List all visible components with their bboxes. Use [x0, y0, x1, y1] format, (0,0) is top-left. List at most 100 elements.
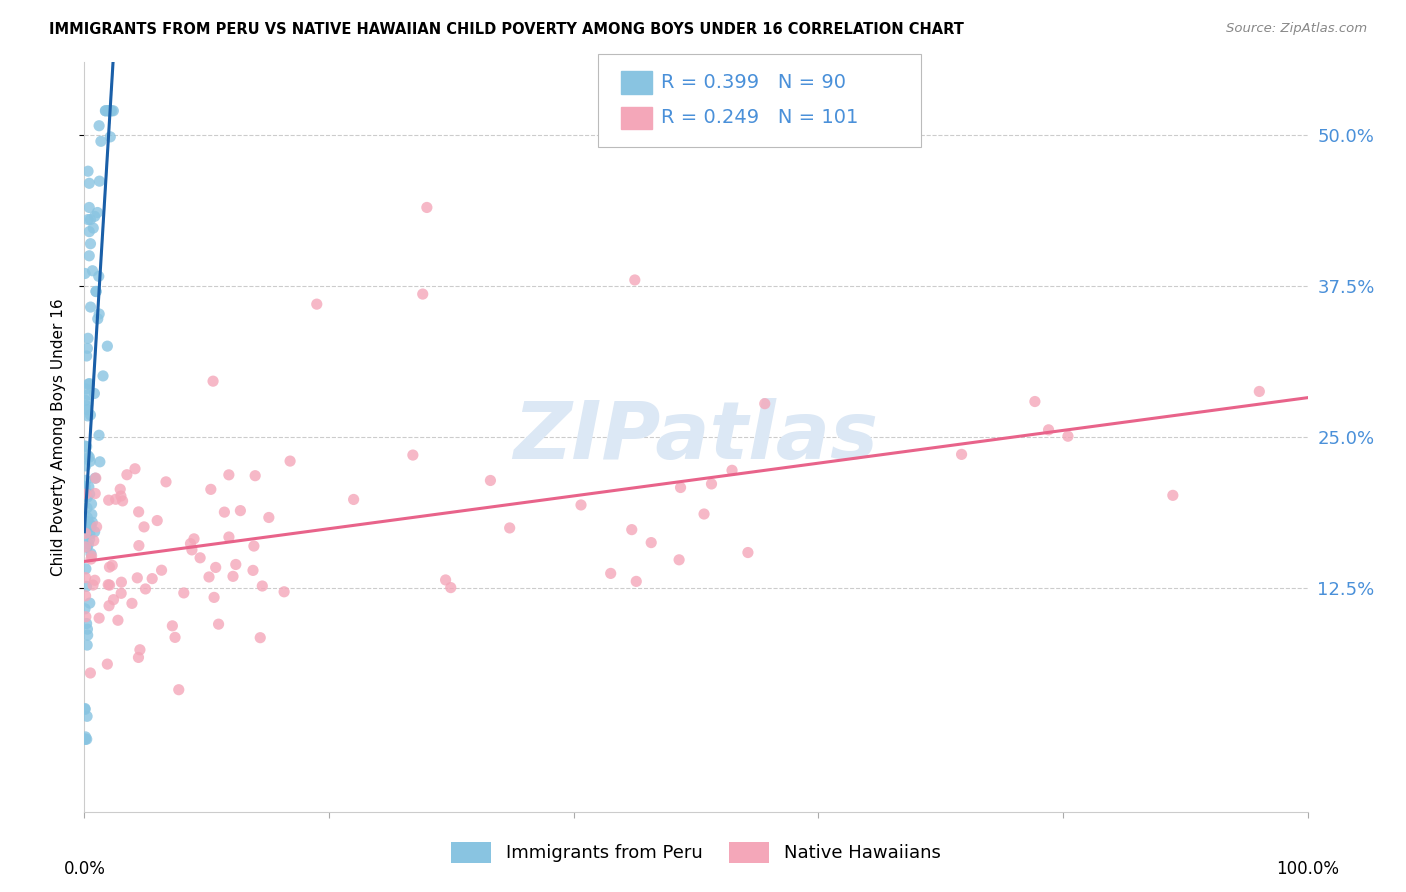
Point [73, 701, 96, 715]
Point [89, 611, 111, 625]
Point [754, 397, 776, 411]
Point [91, 368, 114, 383]
Point [76, 349, 98, 363]
Text: 100.0%: 100.0% [1277, 860, 1339, 878]
Point [83, 574, 105, 588]
Point [73, 702, 96, 716]
Point [434, 573, 457, 587]
Point [75, 562, 97, 576]
Point [103, 103, 125, 118]
Point [94, 103, 117, 118]
Point [83, 533, 105, 548]
Point [693, 507, 716, 521]
Point [77, 212, 100, 227]
Point [162, 619, 184, 633]
Point [77, 249, 100, 263]
Y-axis label: Child Poverty Among Boys Under 16: Child Poverty Among Boys Under 16 [51, 298, 66, 576]
Point [243, 468, 266, 483]
Point [207, 617, 229, 632]
Point [80, 552, 103, 566]
Point [75, 473, 97, 487]
Point [110, 482, 132, 496]
Point [1057, 429, 1080, 443]
Point [80, 497, 103, 511]
Point [202, 591, 225, 605]
Point [100, 103, 122, 118]
Point [204, 560, 226, 574]
Point [87, 119, 110, 133]
Point [1249, 384, 1271, 399]
Point [84, 486, 107, 500]
Text: ZIPatlas: ZIPatlas [513, 398, 879, 476]
Point [479, 474, 502, 488]
Point [80, 519, 103, 533]
Point [569, 498, 592, 512]
Point [80, 549, 103, 563]
Point [79, 212, 101, 227]
Point [700, 477, 723, 491]
Point [75, 487, 97, 501]
Point [96, 339, 118, 353]
Point [90, 134, 112, 148]
Point [75, 540, 97, 554]
Point [77, 164, 100, 178]
Point [225, 558, 247, 572]
Point [202, 374, 225, 388]
Point [97, 103, 120, 118]
Point [79, 533, 101, 547]
Point [75, 458, 97, 473]
Point [180, 542, 202, 557]
Point [110, 586, 132, 600]
Point [79, 517, 101, 532]
Point [86, 205, 108, 219]
Point [84, 285, 107, 299]
Point [84, 471, 107, 485]
Point [75, 526, 97, 541]
Point [87, 269, 110, 284]
Point [94, 103, 117, 118]
Point [77, 176, 100, 190]
Point [75, 730, 97, 744]
Point [97, 577, 120, 591]
Point [200, 483, 222, 497]
Point [83, 386, 105, 401]
Text: Source: ZipAtlas.com: Source: ZipAtlas.com [1226, 22, 1367, 36]
Point [76, 490, 98, 504]
Point [124, 462, 146, 476]
Point [97, 493, 120, 508]
Point [83, 524, 105, 539]
Point [243, 539, 266, 553]
Point [416, 201, 439, 215]
Point [668, 553, 690, 567]
Point [75, 393, 97, 408]
Point [101, 558, 124, 573]
Point [100, 103, 122, 118]
Point [76, 515, 98, 529]
Point [73, 602, 96, 616]
Point [79, 300, 101, 314]
Point [75, 382, 97, 396]
Point [146, 514, 169, 528]
Point [89, 307, 111, 321]
Point [128, 505, 150, 519]
Point [76, 638, 98, 652]
Point [163, 631, 186, 645]
Point [669, 481, 692, 495]
Point [76, 732, 98, 747]
Point [626, 574, 648, 589]
Point [624, 273, 647, 287]
Point [129, 642, 152, 657]
Point [305, 297, 328, 311]
Point [97, 103, 120, 118]
Point [75, 589, 97, 603]
Point [179, 536, 201, 550]
Point [104, 492, 127, 507]
Point [111, 494, 134, 508]
Point [87, 311, 110, 326]
Point [76, 409, 98, 423]
Point [128, 539, 150, 553]
Point [188, 550, 211, 565]
Point [76, 440, 98, 454]
Point [87, 428, 110, 442]
Point [155, 475, 177, 489]
